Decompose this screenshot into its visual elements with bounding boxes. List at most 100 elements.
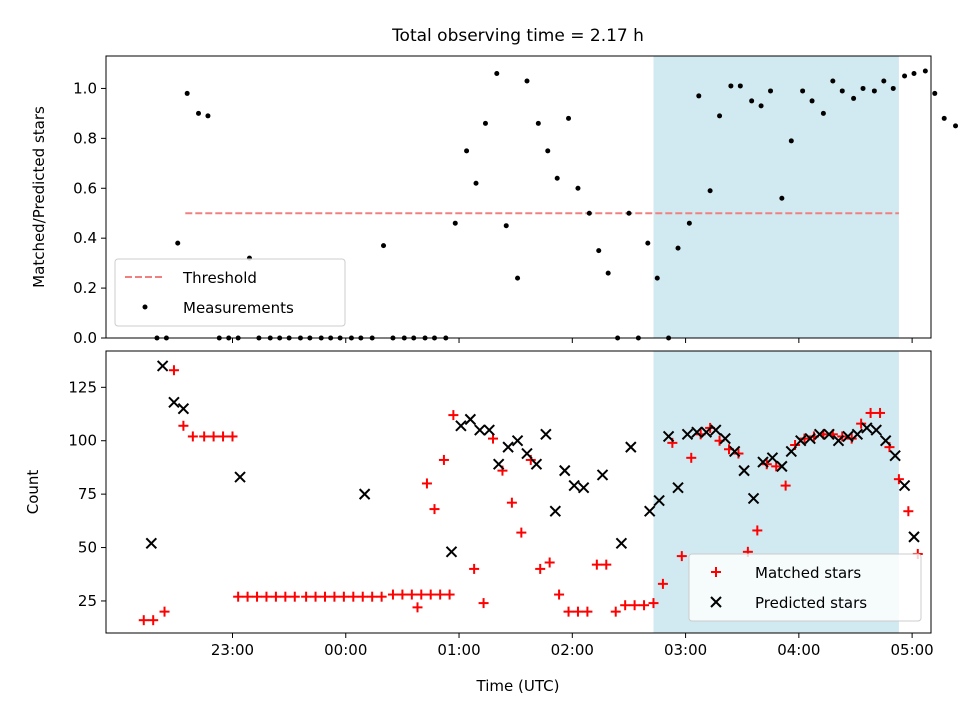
matched-star-point bbox=[397, 589, 408, 600]
matched-star-point bbox=[387, 589, 398, 600]
matched-star-point bbox=[761, 459, 772, 470]
predicted-star-point bbox=[168, 396, 180, 408]
measurement-point bbox=[205, 113, 211, 119]
measurement-point bbox=[545, 148, 551, 154]
measurement-point bbox=[473, 180, 479, 186]
predicted-star-point bbox=[530, 458, 543, 470]
matched-star-point bbox=[554, 589, 565, 600]
threshold-legend-label: Threshold bbox=[182, 269, 257, 287]
predicted-star-point bbox=[681, 428, 694, 441]
measurement-point bbox=[175, 240, 181, 246]
measurements-legend-marker bbox=[142, 304, 148, 310]
predicted-star-point bbox=[625, 441, 637, 453]
predicted-stars-legend-marker bbox=[710, 596, 722, 608]
bottom-x-tick-label: 05:00 bbox=[891, 641, 934, 659]
matched-star-point bbox=[771, 461, 782, 472]
matched-star-point bbox=[639, 600, 650, 611]
matched-star-point bbox=[412, 602, 423, 613]
matched-star-point bbox=[319, 591, 330, 602]
matched-star-point bbox=[367, 591, 378, 602]
matched-star-point bbox=[686, 452, 697, 463]
matched-star-point bbox=[488, 433, 499, 444]
top-title: Total observing time = 2.17 h bbox=[391, 26, 644, 46]
bottom-panel-frame bbox=[105, 350, 932, 634]
matched-stars-legend-label: Matched stars bbox=[755, 564, 861, 582]
bottom-panel: 25 50 75 100 125 23:00 00:00 01:00 02:00 03:00 04… bbox=[24, 350, 934, 695]
bottom-y-tick-label: 50 bbox=[78, 539, 97, 557]
predicted-star-point bbox=[898, 479, 911, 492]
measurement-point bbox=[596, 248, 602, 254]
measurement-point bbox=[953, 123, 959, 129]
predicted-star-point bbox=[804, 432, 816, 445]
matched-star-point bbox=[218, 431, 229, 442]
measurement-point bbox=[779, 195, 785, 201]
measurement-point bbox=[184, 90, 190, 96]
bottom-x-axis-label: Time (UTC) bbox=[476, 677, 560, 695]
predicted-star-point bbox=[662, 430, 675, 443]
top-legend: Threshold Measurements bbox=[114, 258, 346, 327]
matched-star-point bbox=[875, 407, 886, 418]
predicted-star-point bbox=[908, 531, 920, 543]
predicted-star-point bbox=[577, 482, 590, 494]
matched-star-point bbox=[903, 506, 914, 517]
measurement-point bbox=[482, 120, 488, 126]
bottom-y-tick-label: 125 bbox=[68, 378, 97, 396]
matched-star-point bbox=[506, 497, 517, 508]
predicted-star-point bbox=[568, 479, 580, 492]
predicted-star-point bbox=[795, 435, 807, 447]
measurement-point bbox=[452, 220, 458, 226]
measurement-point bbox=[626, 210, 632, 216]
measurement-point bbox=[586, 210, 592, 216]
matched-star-point bbox=[535, 563, 546, 574]
matched-star-point bbox=[376, 591, 387, 602]
measurement-point bbox=[707, 188, 713, 194]
matched-star-point bbox=[233, 591, 244, 602]
measurement-point bbox=[696, 93, 702, 99]
matched-star-point bbox=[516, 527, 527, 538]
predicted-star-point bbox=[559, 464, 571, 477]
predicted-stars-legend-label: Predicted stars bbox=[755, 594, 867, 612]
matched-star-point bbox=[289, 591, 300, 602]
top-y-axis-label: Matched/Predicted stars bbox=[30, 106, 48, 288]
measurement-point bbox=[494, 70, 500, 76]
measurement-point bbox=[871, 88, 877, 94]
predicted-star-point bbox=[870, 424, 882, 436]
matched-star-point bbox=[348, 591, 359, 602]
matched-star-point bbox=[620, 600, 631, 611]
predicted-star-point bbox=[492, 458, 505, 470]
matched-star-point bbox=[252, 591, 263, 602]
matched-star-point bbox=[448, 410, 459, 421]
predicted-star-point bbox=[766, 452, 779, 464]
measurement-point bbox=[749, 98, 755, 104]
matched-star-point bbox=[208, 431, 219, 442]
bottom-x-tick-label: 02:00 bbox=[551, 641, 594, 659]
measurement-point bbox=[737, 83, 743, 89]
predicted-star-point bbox=[549, 505, 562, 517]
predicted-star-point bbox=[445, 546, 458, 558]
top-y-tick-label: 0.0 bbox=[73, 329, 97, 347]
measurement-point bbox=[758, 103, 764, 109]
measurement-point bbox=[464, 148, 470, 154]
predicted-star-point bbox=[643, 505, 656, 517]
predicted-star-point bbox=[691, 426, 703, 438]
measurement-point bbox=[515, 275, 521, 281]
measurement-point bbox=[686, 220, 692, 226]
matched-star-point bbox=[752, 525, 763, 536]
matched-star-point bbox=[629, 600, 640, 611]
measurement-point bbox=[860, 85, 866, 91]
predicted-star-point bbox=[672, 482, 684, 494]
matched-star-point bbox=[199, 431, 210, 442]
measurement-point bbox=[820, 110, 826, 116]
predicted-star-point bbox=[615, 537, 628, 549]
predicted-star-point bbox=[728, 445, 741, 458]
bottom-x-tick-label: 03:00 bbox=[664, 641, 707, 659]
matched-star-point bbox=[168, 365, 179, 376]
top-y-tick-label: 0.8 bbox=[73, 129, 97, 147]
measurement-point bbox=[554, 175, 560, 181]
predicted-star-point bbox=[710, 424, 722, 436]
top-y-tick-label: 1.0 bbox=[73, 79, 97, 97]
matched-star-point bbox=[563, 606, 574, 617]
bottom-y-tick-label: 100 bbox=[68, 432, 97, 450]
predicted-star-point bbox=[747, 492, 760, 505]
